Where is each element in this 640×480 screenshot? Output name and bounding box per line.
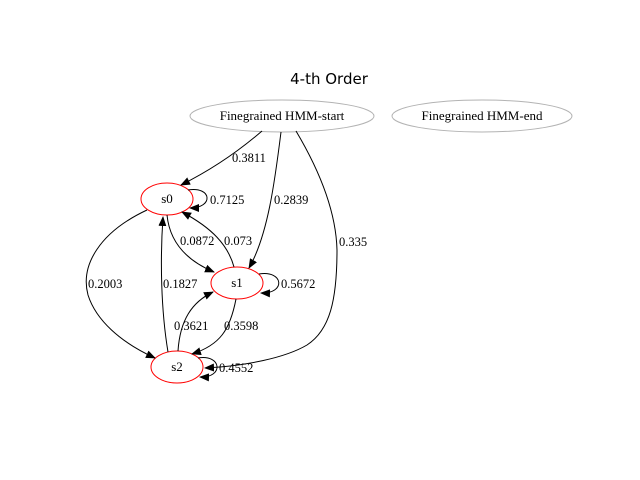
edge-s1-s2-label: 0.3598: [224, 319, 258, 333]
edge-start-s0-label: 0.3811: [232, 151, 266, 165]
edge-s0-s1: 0.0872: [166, 214, 215, 273]
edge-s2-s2-label: 0.4552: [219, 361, 253, 375]
edge-s2-s0-label: 0.1827: [163, 277, 197, 291]
edge-s0-s0-label: 0.7125: [210, 193, 244, 207]
edge-start-s2-label: 0.335: [339, 235, 367, 249]
edge-s2-s0: 0.1827: [158, 216, 197, 353]
edge-s2-s1-label: 0.3621: [174, 319, 208, 333]
edge-start-s2: 0.335: [204, 130, 367, 372]
node-end: Finegrained HMM-end: [391, 99, 573, 133]
edge-start-s1: 0.2839: [248, 131, 308, 269]
edge-s2-s1: 0.3621: [174, 291, 214, 352]
node-s1-label: s1: [231, 275, 243, 290]
node-s2-label: s2: [171, 359, 183, 374]
node-end-label: Finegrained HMM-end: [422, 108, 543, 123]
edge-s1-s1: 0.5672: [258, 273, 315, 298]
edge-s0-s2: 0.2003: [85, 209, 156, 359]
edge-s1-s2: 0.3598: [191, 298, 258, 356]
edge-start-s1-label: 0.2839: [274, 193, 308, 207]
edge-s1-s1-label: 0.5672: [281, 277, 315, 291]
diagram-title: 4-th Order: [290, 70, 368, 88]
edge-s0-s1-label: 0.0872: [180, 234, 214, 248]
edge-s1-s0: 0.073: [181, 211, 252, 268]
edge-s2-s2: 0.4552: [197, 357, 253, 382]
edge-s0-s2-label: 0.2003: [88, 277, 122, 291]
node-s0: s0: [140, 182, 194, 216]
edge-start-s0: 0.3811: [180, 130, 266, 186]
edge-s1-s0-label: 0.073: [224, 234, 252, 248]
edge-s0-s0: 0.7125: [187, 189, 244, 212]
node-start: Finegrained HMM-start: [189, 99, 375, 133]
node-start-label: Finegrained HMM-start: [220, 108, 345, 123]
node-s1: s1: [210, 266, 264, 300]
node-s0-label: s0: [161, 191, 173, 206]
node-s2: s2: [150, 350, 204, 384]
